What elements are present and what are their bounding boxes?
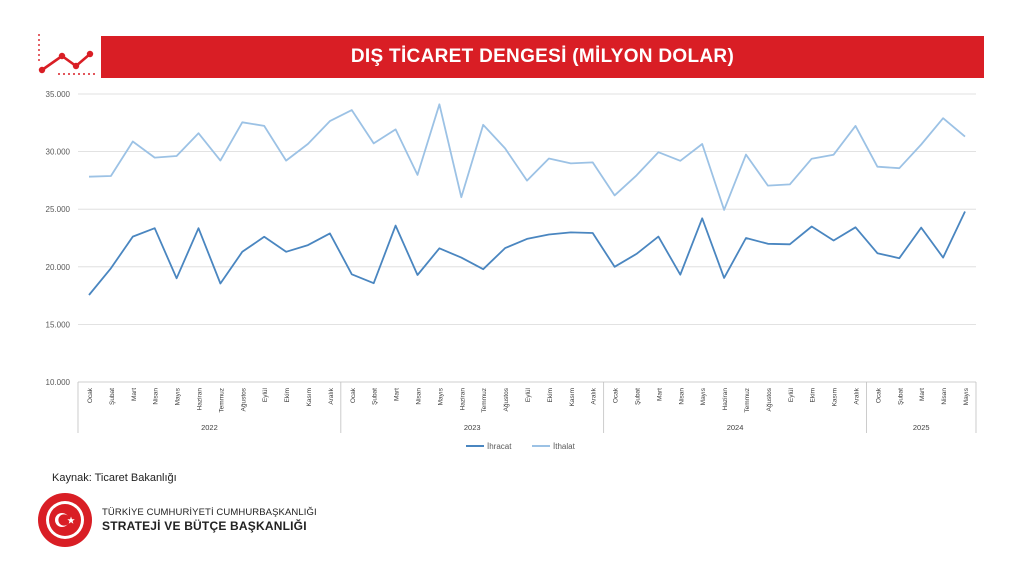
x-tick-label: Kasım xyxy=(569,388,576,406)
x-tick-label: Ocak xyxy=(875,387,882,403)
x-tick-label: Mart xyxy=(656,388,663,401)
legend-label: İhracat xyxy=(487,442,512,451)
x-tick-label: Ekim xyxy=(547,388,554,402)
x-tick-label: Aralık xyxy=(328,387,335,404)
x-tick-label: Mayıs xyxy=(175,387,182,405)
x-tick-label: Nisan xyxy=(415,388,422,405)
page-title: DIŞ TİCARET DENGESİ (MİLYON DOLAR) xyxy=(350,46,735,67)
x-tick-label: Mayıs xyxy=(963,387,970,405)
x-tick-label: Kasım xyxy=(832,388,839,406)
x-tick-label: Aralık xyxy=(591,387,598,404)
x-tick-label: Mart xyxy=(394,388,401,401)
x-tick-label: Eylül xyxy=(788,387,795,402)
x-tick-label: Haziran xyxy=(722,388,729,411)
x-tick-label: Aralık xyxy=(854,387,861,404)
series-line xyxy=(88,211,966,296)
source-note: Kaynak: Ticaret Bakanlığı xyxy=(52,472,177,484)
institution-line-1: TÜRKİYE CUMHURİYETİ CUMHURBAŞKANLIĞI xyxy=(102,507,317,518)
x-tick-label: Ocak xyxy=(613,387,620,403)
x-tick-label: Mart xyxy=(131,388,138,401)
x-tick-label: Şubat xyxy=(897,388,904,405)
y-tick-label: 30.000 xyxy=(46,148,71,157)
y-tick-label: 25.000 xyxy=(46,205,71,214)
legend-label: İthalat xyxy=(553,442,576,451)
x-tick-label: Nisan xyxy=(941,388,948,405)
x-tick-label: Nisan xyxy=(153,388,160,405)
x-tick-label: Mayıs xyxy=(437,387,444,405)
y-tick-label: 35.000 xyxy=(46,90,71,99)
presidency-seal-logo xyxy=(38,493,92,547)
x-tick-label: Temmuz xyxy=(744,388,751,413)
x-tick-label: Eylül xyxy=(525,387,532,402)
y-tick-label: 10.000 xyxy=(46,378,71,387)
x-group-label: 2025 xyxy=(913,423,930,432)
x-tick-label: Şubat xyxy=(635,388,642,405)
x-tick-label: Temmuz xyxy=(218,388,225,413)
x-tick-label: Temmuz xyxy=(481,388,488,413)
x-tick-label: Ekim xyxy=(810,388,817,402)
trade-balance-chart: 10.000 15.000 20.000 25.000 30.000 35.000 Ocak… xyxy=(46,90,977,451)
x-tick-label: Ocak xyxy=(350,387,357,403)
x-group-label: 2022 xyxy=(201,423,218,432)
x-group-label: 2023 xyxy=(464,423,481,432)
x-tick-label: Ağustos xyxy=(766,387,773,411)
series-line xyxy=(88,103,966,211)
x-tick-label: Kasım xyxy=(306,388,313,406)
title-banner: DIŞ TİCARET DENGESİ (MİLYON DOLAR) xyxy=(101,36,984,78)
x-tick-label: Mart xyxy=(919,388,926,401)
x-tick-label: Şubat xyxy=(109,388,116,405)
x-tick-label: Ocak xyxy=(87,387,94,403)
x-tick-label: Ekim xyxy=(284,388,291,402)
y-tick-label: 15.000 xyxy=(46,320,71,329)
x-tick-label: Haziran xyxy=(196,388,203,411)
x-group-label: 2024 xyxy=(727,423,744,432)
x-tick-label: Nisan xyxy=(678,388,685,405)
x-tick-label: Haziran xyxy=(459,388,466,411)
x-tick-label: Şubat xyxy=(372,388,379,405)
institution-line-2: STRATEJİ VE BÜTÇE BAŞKANLIĞI xyxy=(102,519,307,533)
trend-line-icon xyxy=(38,34,96,75)
x-tick-label: Ağustos xyxy=(503,387,510,411)
x-tick-label: Eylül xyxy=(262,387,269,402)
y-tick-label: 20.000 xyxy=(46,263,71,272)
x-tick-label: Mayıs xyxy=(700,387,707,405)
x-tick-label: Ağustos xyxy=(240,387,247,411)
